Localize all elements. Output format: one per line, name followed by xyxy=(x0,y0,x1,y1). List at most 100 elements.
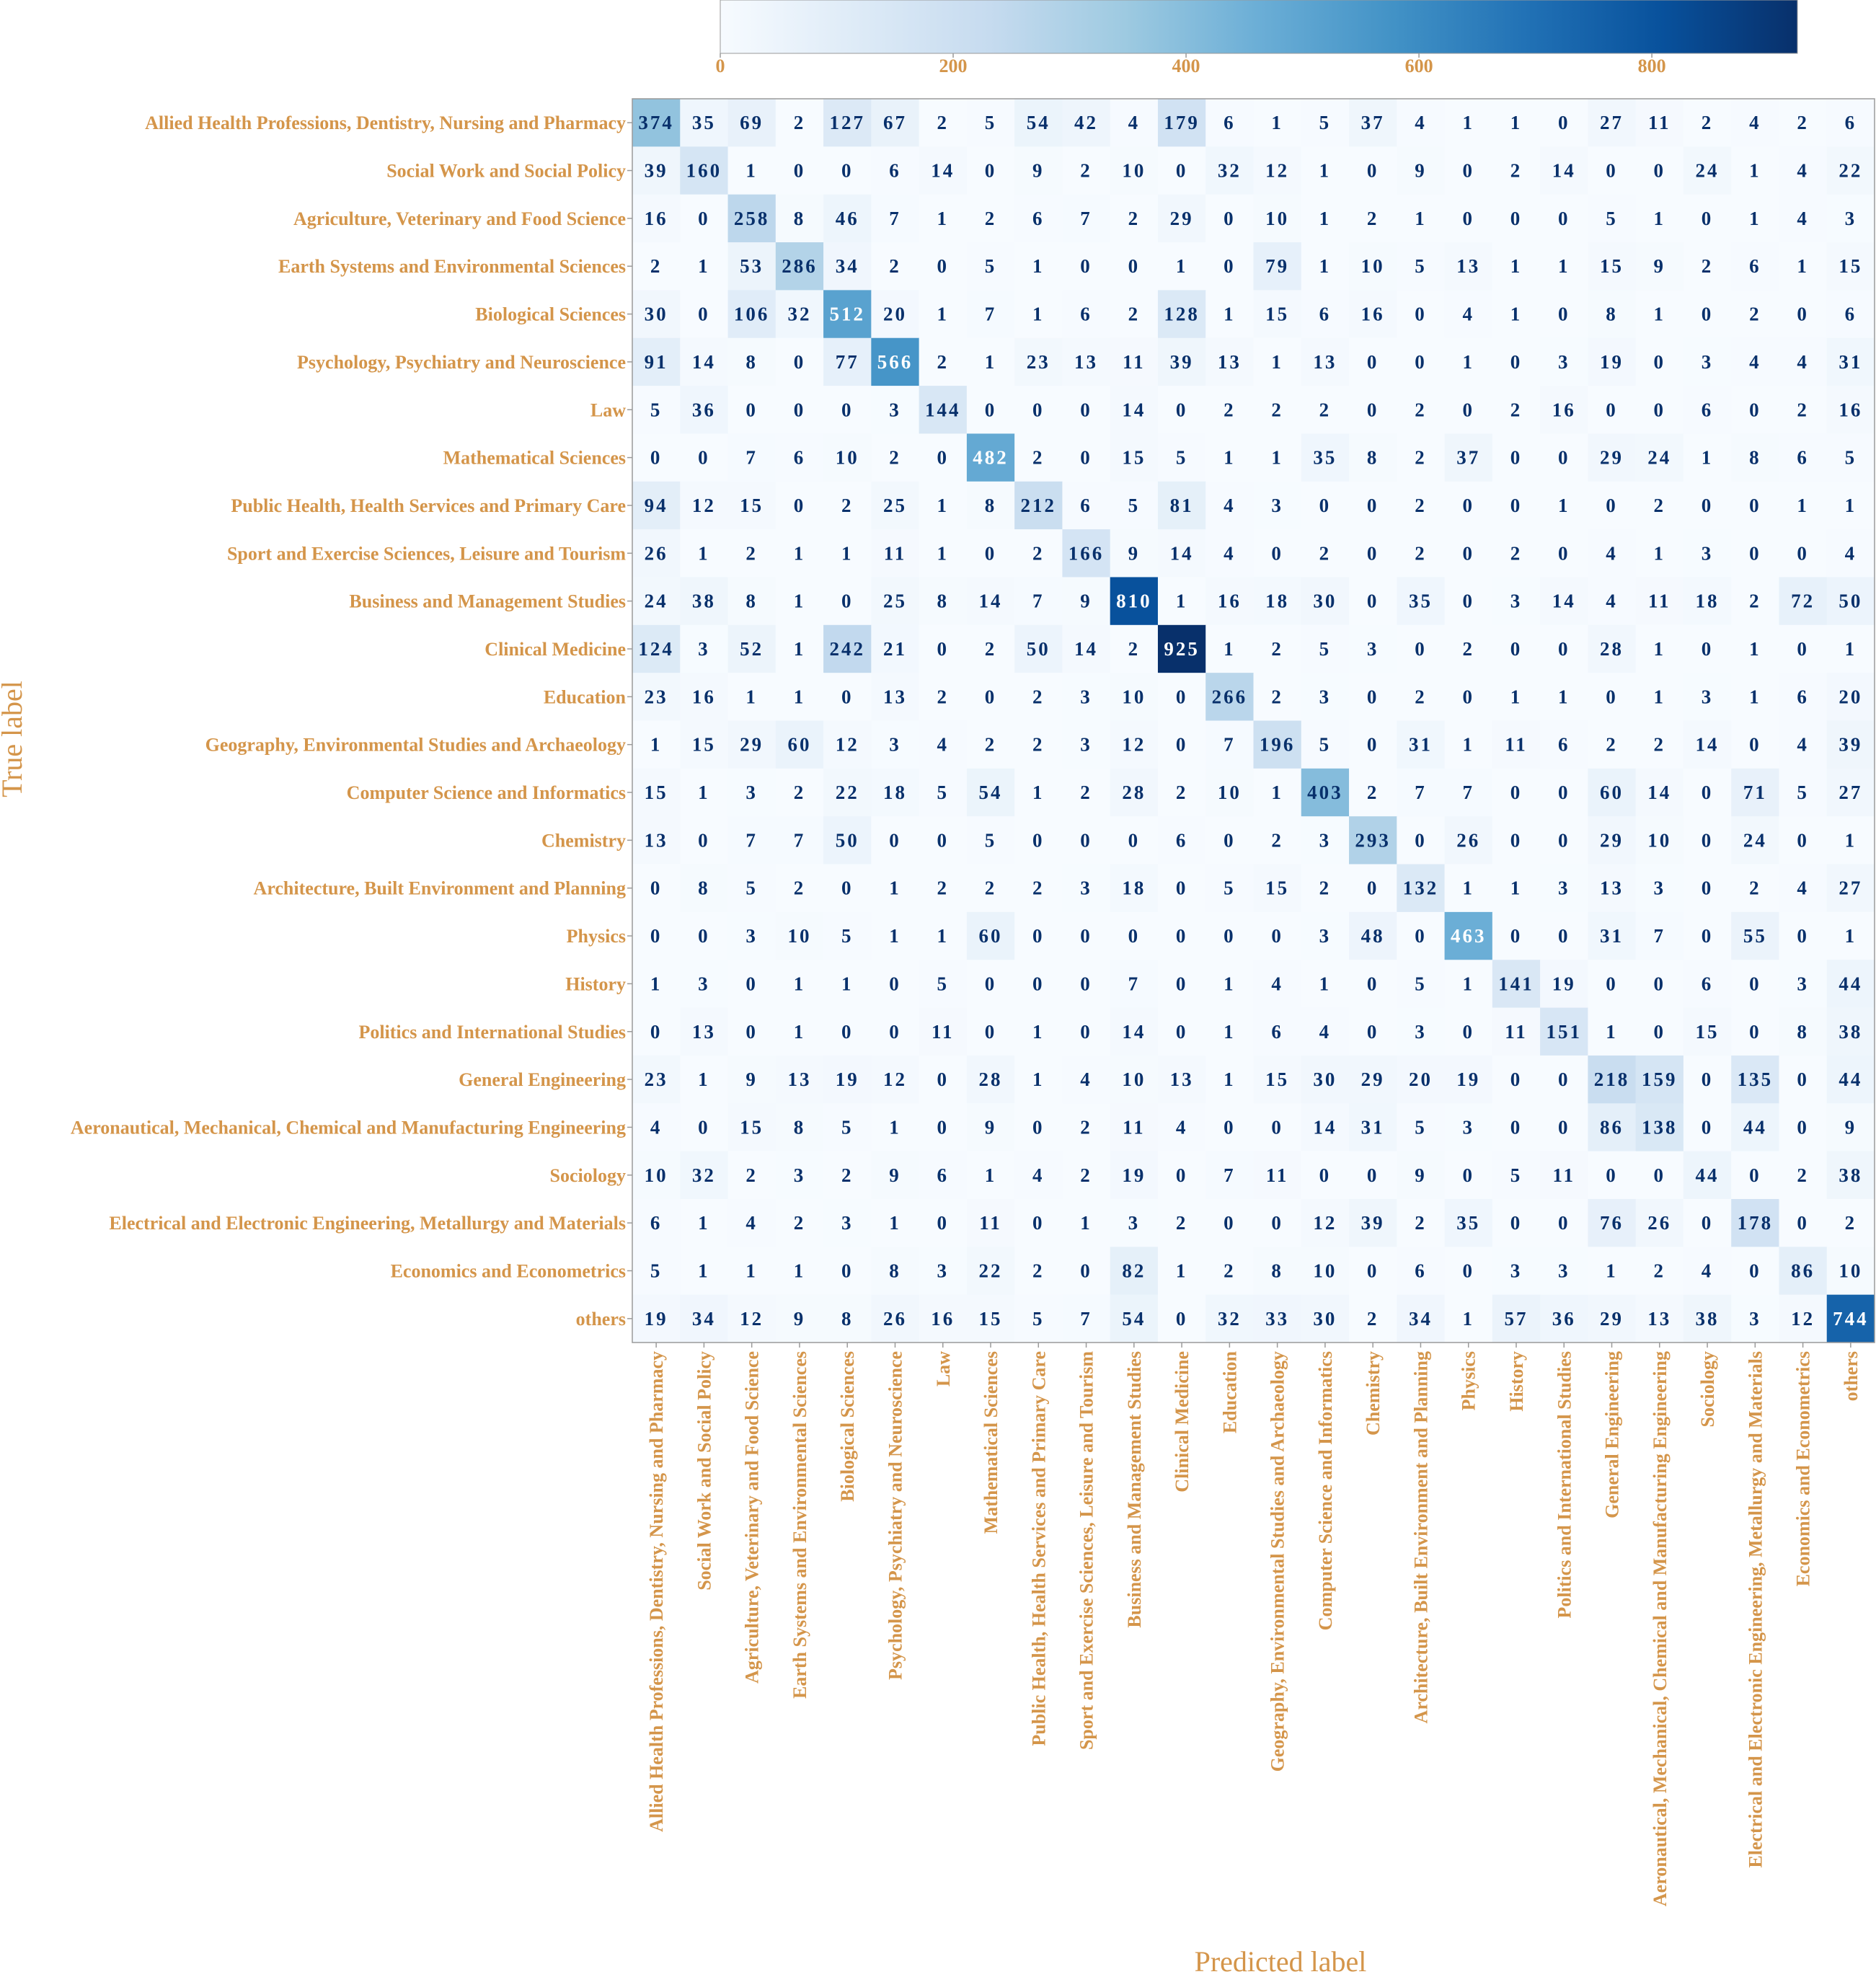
cell-value: 4 xyxy=(1797,877,1809,899)
cell-value: 166 xyxy=(1068,542,1105,564)
x-tick-label: Physics xyxy=(1459,1351,1479,1410)
heatmap-cell xyxy=(1826,529,1875,578)
heatmap-cell xyxy=(1014,242,1063,291)
cell-value: 9 xyxy=(745,1069,758,1090)
cell-value: 6 xyxy=(1224,112,1236,133)
heatmap-cell xyxy=(1588,481,1637,530)
cell-value: 5 xyxy=(1845,447,1857,469)
heatmap-cell xyxy=(1826,337,1875,386)
cell-value: 0 xyxy=(698,829,710,851)
cell-value: 82 xyxy=(1122,1260,1146,1281)
cell-value: 0 xyxy=(1415,925,1427,947)
cell-value: 20 xyxy=(1839,686,1862,707)
heatmap-cell xyxy=(1540,290,1588,339)
cell-value: 24 xyxy=(645,591,668,612)
cell-value: 2 xyxy=(937,686,950,707)
heatmap-cell xyxy=(1205,624,1254,673)
heatmap-cell xyxy=(871,673,920,721)
cell-value: 2 xyxy=(1654,495,1666,516)
heatmap-cell xyxy=(775,529,824,578)
heatmap-cell xyxy=(1301,1055,1350,1104)
cell-value: 0 xyxy=(1797,925,1809,947)
cell-value: 4 xyxy=(1797,160,1809,182)
heatmap-cell xyxy=(1588,720,1637,769)
heatmap-cell xyxy=(966,337,1015,386)
cell-value: 0 xyxy=(1032,399,1045,420)
heatmap-cell xyxy=(823,529,872,578)
cell-value: 4 xyxy=(1224,495,1236,516)
cell-value: 0 xyxy=(1367,973,1379,994)
heatmap-cell xyxy=(1301,624,1350,673)
heatmap-cell xyxy=(1110,1294,1159,1343)
cell-value: 1 xyxy=(985,1164,997,1186)
heatmap-cell xyxy=(1731,1151,1779,1200)
cell-value: 0 xyxy=(1271,1116,1283,1138)
cell-value: 1 xyxy=(1797,495,1809,516)
y-tick-label: Law xyxy=(590,399,626,420)
cell-value: 13 xyxy=(1600,877,1624,899)
heatmap-cell xyxy=(1301,1151,1350,1200)
cell-value: 0 xyxy=(1558,782,1570,803)
cell-value: 138 xyxy=(1642,1116,1678,1138)
cell-value: 32 xyxy=(787,304,811,325)
cell-value: 35 xyxy=(1456,1212,1480,1234)
heatmap-cell xyxy=(1492,816,1541,865)
heatmap-cell xyxy=(632,290,681,339)
cell-value: 10 xyxy=(1265,208,1289,229)
cell-value: 2 xyxy=(1797,399,1809,420)
cell-value: 46 xyxy=(836,208,859,229)
heatmap-cell xyxy=(1205,1055,1254,1104)
cell-value: 54 xyxy=(1027,112,1050,133)
heatmap-cell xyxy=(1349,673,1397,721)
cell-value: 2 xyxy=(1654,1260,1666,1281)
cell-value: 1 xyxy=(650,973,663,994)
heatmap-cell xyxy=(1826,864,1875,913)
heatmap-cell xyxy=(1826,386,1875,434)
heatmap-cell xyxy=(775,433,824,482)
cell-value: 1 xyxy=(937,208,950,229)
cell-value: 3 xyxy=(1749,1308,1761,1330)
cell-value: 69 xyxy=(740,112,764,133)
cell-value: 4 xyxy=(745,1212,758,1234)
heatmap-cell xyxy=(1444,1007,1493,1056)
cell-value: 0 xyxy=(1558,1116,1570,1138)
heatmap-cell xyxy=(632,481,681,530)
cell-value: 12 xyxy=(1313,1212,1337,1234)
cell-value: 0 xyxy=(1606,495,1618,516)
heatmap-cell xyxy=(1635,1294,1684,1343)
cell-value: 0 xyxy=(1367,1021,1379,1043)
cell-value: 29 xyxy=(1600,447,1624,469)
heatmap-cell xyxy=(1683,99,1732,147)
cell-value: 27 xyxy=(1600,112,1624,133)
cell-value: 7 xyxy=(745,829,758,851)
cell-value: 30 xyxy=(1313,1308,1337,1330)
cell-value: 5 xyxy=(1032,1308,1045,1330)
cell-value: 5 xyxy=(937,782,950,803)
heatmap-cell xyxy=(823,481,872,530)
cell-value: 2 xyxy=(1319,877,1332,899)
heatmap-cell xyxy=(775,1294,824,1343)
heatmap-cell xyxy=(1826,481,1875,530)
cell-value: 31 xyxy=(1361,1116,1385,1138)
cell-value: 3 xyxy=(1319,686,1332,707)
cell-value: 31 xyxy=(1409,734,1433,756)
cell-value: 1 xyxy=(889,1116,901,1138)
heatmap-cell xyxy=(1826,911,1875,960)
cell-value: 14 xyxy=(931,160,955,182)
cell-value: 1 xyxy=(794,973,806,994)
heatmap-cell xyxy=(1157,1294,1206,1343)
heatmap-cell xyxy=(1731,1247,1779,1296)
cell-value: 11 xyxy=(1266,1164,1289,1186)
heatmap-cell xyxy=(1253,960,1302,1009)
y-tick-label: Mathematical Sciences xyxy=(443,448,626,469)
cell-value: 9 xyxy=(1032,160,1045,182)
cell-value: 1 xyxy=(794,1021,806,1043)
cell-value: 1 xyxy=(794,591,806,612)
heatmap-cell xyxy=(1253,1247,1302,1296)
heatmap-cell xyxy=(1683,768,1732,817)
cell-value: 1 xyxy=(1654,542,1666,564)
heatmap-cell xyxy=(919,481,968,530)
heatmap-cell xyxy=(966,624,1015,673)
cell-value: 0 xyxy=(1749,1164,1761,1186)
